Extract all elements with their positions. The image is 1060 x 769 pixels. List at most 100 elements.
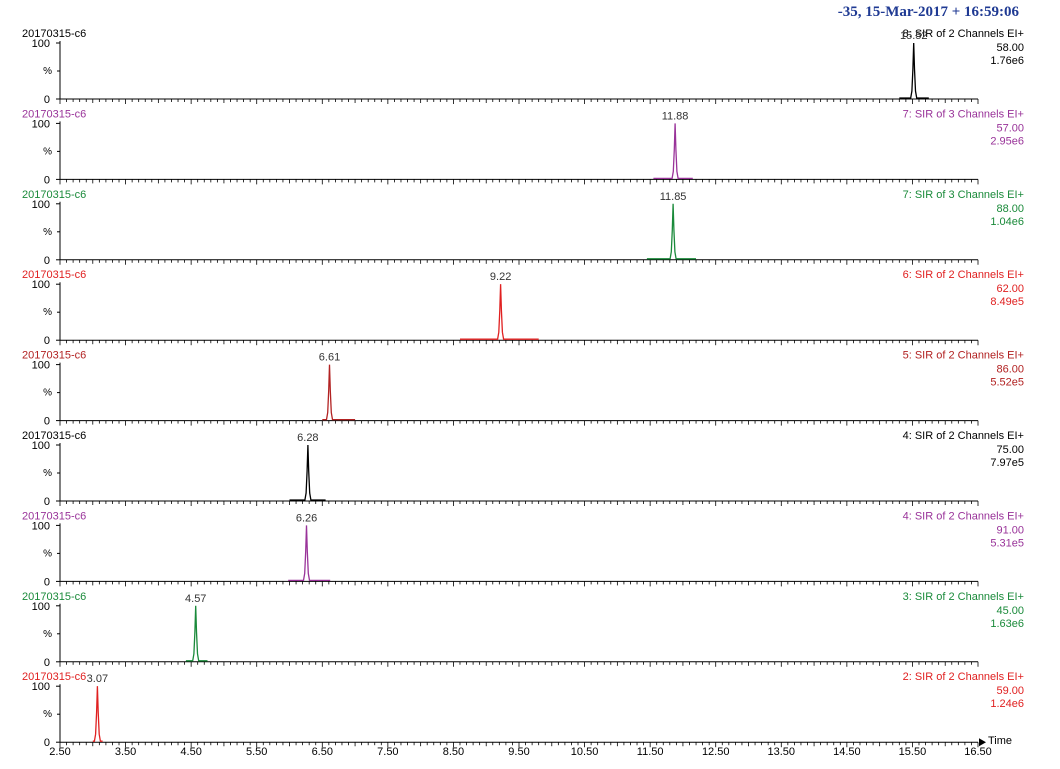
peak-trace [288,525,331,582]
x-tick-label: 5.50 [246,746,267,758]
y-tick-0: 0 [44,174,50,186]
peak-trace [289,444,326,501]
peak-rt-label: 6.28 [297,432,318,444]
x-tick-label: 8.50 [443,746,464,758]
y-tick-percent: % [43,66,52,77]
peak-trace [92,686,103,742]
y-tick-0: 0 [44,737,50,749]
peak-trace [899,42,929,99]
y-tick-100: 100 [32,440,50,452]
panel-channel-label: 7: SIR of 3 Channels EI+ [903,189,1024,201]
x-tick-label: 9.50 [508,746,529,758]
x-tick-label: 10.50 [571,746,599,758]
panel-sample-label: 20170315-c6 [22,430,86,442]
peak-rt-label: 11.85 [660,191,687,203]
x-tick-label: 2.50 [49,746,70,758]
panel-channel-label: 4: SIR of 2 Channels EI+ [903,510,1024,522]
panel-channel-label: 5: SIR of 2 Channels EI+ [903,350,1024,362]
y-tick-percent: % [43,548,52,559]
y-tick-100: 100 [32,520,50,532]
panel-mass-label: 58.00 [996,42,1024,54]
y-tick-0: 0 [44,496,50,508]
y-tick-0: 0 [44,255,50,267]
panel-sample-label: 20170315-c6 [22,269,86,281]
panel-intensity-label: 5.31e5 [990,537,1024,549]
panel-intensity-label: 2.95e6 [990,135,1024,147]
x-tick-label: 13.50 [768,746,796,758]
y-tick-100: 100 [32,118,50,130]
x-tick-label: 7.50 [377,746,398,758]
peak-trace [460,284,539,340]
panel-intensity-label: 7.97e5 [990,457,1024,469]
x-axis-title: Time [988,735,1012,747]
peak-rt-label: 4.57 [185,593,206,605]
panel-mass-label: 75.00 [996,444,1024,456]
x-tick-label: 14.50 [833,746,861,758]
peak-rt-label: 9.22 [490,271,511,283]
peak-trace [646,203,696,260]
panel-intensity-label: 8.49e5 [990,296,1024,308]
x-tick-label: 16.50 [964,746,992,758]
x-tick-label: 12.50 [702,746,730,758]
panel-sample-label: 20170315-c6 [22,28,86,40]
y-tick-100: 100 [32,199,50,211]
y-tick-percent: % [43,468,52,479]
x-tick-label: 11.50 [637,746,664,758]
peak-rt-label: 11.88 [662,110,689,122]
y-tick-percent: % [43,146,52,157]
y-tick-percent: % [43,227,52,238]
panel-channel-label: 2: SIR of 2 Channels EI+ [903,671,1024,683]
panel-mass-label: 91.00 [996,524,1024,536]
panel-sample-label: 20170315-c6 [22,350,86,362]
panel-sample-label: 20170315-c6 [22,671,86,683]
x-tick-label: 6.50 [312,746,333,758]
x-tick-label: 3.50 [115,746,136,758]
run-header: -35, 15-Mar-2017 + 16:59:06 [837,4,1019,20]
panel-mass-label: 88.00 [996,203,1024,215]
peak-rt-label: 6.61 [319,352,340,364]
y-tick-percent: % [43,388,52,399]
panel-intensity-label: 1.76e6 [990,55,1024,67]
y-tick-100: 100 [32,279,50,291]
peak-trace [322,364,356,421]
peak-trace [653,123,693,180]
panel-mass-label: 62.00 [996,283,1024,295]
panel-intensity-label: 5.52e5 [990,377,1024,389]
panel-mass-label: 86.00 [996,364,1024,376]
panel-channel-label: 4: SIR of 2 Channels EI+ [903,430,1024,442]
y-tick-0: 0 [44,335,50,347]
panel-sample-label: 20170315-c6 [22,591,86,603]
x-tick-label: 15.50 [899,746,927,758]
y-tick-0: 0 [44,657,50,669]
panel-mass-label: 45.00 [996,605,1024,617]
peak-trace [185,605,208,662]
y-tick-0: 0 [44,416,50,428]
panel-channel-label: 8: SIR of 2 Channels EI+ [903,28,1024,40]
x-tick-label: 4.50 [180,746,201,758]
y-tick-0: 0 [44,576,50,588]
y-tick-percent: % [43,709,52,720]
panel-sample-label: 20170315-c6 [22,108,86,120]
panel-intensity-label: 1.63e6 [990,618,1024,630]
panel-mass-label: 57.00 [996,122,1024,134]
peak-rt-label: 3.07 [87,673,108,685]
panel-sample-label: 20170315-c6 [22,189,86,201]
y-tick-100: 100 [32,38,50,50]
y-tick-100: 100 [32,601,50,613]
panel-sample-label: 20170315-c6 [22,510,86,522]
y-tick-percent: % [43,307,52,318]
panel-intensity-label: 1.04e6 [990,216,1024,228]
panel-channel-label: 6: SIR of 2 Channels EI+ [903,269,1024,281]
y-tick-percent: % [43,629,52,640]
peak-rt-label: 6.26 [296,512,317,524]
panel-mass-label: 59.00 [996,685,1024,697]
y-tick-100: 100 [32,360,50,372]
y-tick-0: 0 [44,94,50,106]
peak-rt-label: 15.52 [900,30,928,42]
panel-channel-label: 3: SIR of 2 Channels EI+ [903,591,1024,603]
panel-channel-label: 7: SIR of 3 Channels EI+ [903,108,1024,120]
y-tick-100: 100 [32,681,50,693]
x-axis-arrow [979,738,986,747]
